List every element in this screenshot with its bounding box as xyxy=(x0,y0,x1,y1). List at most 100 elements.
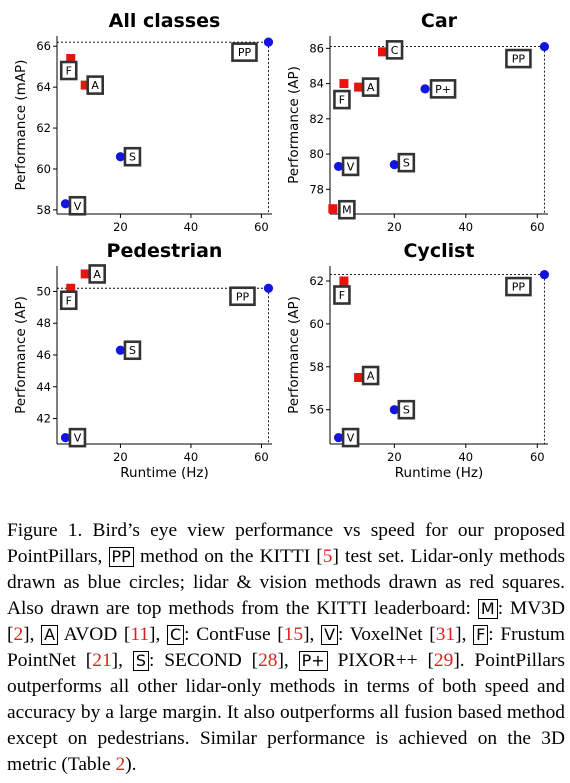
method-label: F xyxy=(339,289,345,302)
table-link[interactable]: 2 xyxy=(115,754,126,775)
method-label-box xyxy=(341,156,360,177)
method-label: A xyxy=(93,268,101,281)
method-label: P+ xyxy=(435,83,451,96)
figure-panels: All classes 20 40 60 58 60 62 64 66 Performance (… xyxy=(13,10,550,481)
caption-text: : ContFuse [ xyxy=(184,624,284,645)
x-tick-label: 20 xyxy=(387,220,402,234)
blue-circle-marker xyxy=(60,199,71,209)
method-label: A xyxy=(91,79,99,92)
method-label-box xyxy=(68,195,87,216)
method-label-box xyxy=(231,42,258,62)
method-label-box xyxy=(59,60,78,81)
caption-text: : MV3D [ xyxy=(7,598,565,645)
method-label-box xyxy=(429,79,457,99)
method-label: PP xyxy=(512,53,526,66)
red-square-marker xyxy=(328,204,338,214)
blue-circle-marker xyxy=(389,160,399,170)
blue-circle-marker xyxy=(420,84,430,94)
blue-circle-marker xyxy=(333,161,344,172)
citation-link[interactable]: 11 xyxy=(130,624,150,645)
citation-link[interactable]: 15 xyxy=(283,624,304,645)
red-square-marker xyxy=(354,82,364,92)
method-label: PP xyxy=(238,46,252,59)
blue-circle-marker xyxy=(389,405,399,415)
method-label-box xyxy=(397,399,416,420)
method-label: C xyxy=(391,44,399,57)
red-square-marker xyxy=(339,79,349,89)
y-tick-label: 84 xyxy=(309,77,324,91)
caption-text: ], xyxy=(455,624,467,645)
v-badge: V xyxy=(321,625,339,645)
method-label-box xyxy=(361,77,380,97)
x-tick-label: 20 xyxy=(113,450,128,464)
c-badge: C xyxy=(167,625,185,645)
method-label: F xyxy=(339,94,345,107)
blue-circle-marker xyxy=(539,269,550,280)
method-label-box xyxy=(333,89,351,110)
red-square-marker xyxy=(378,47,388,57)
citation-link[interactable]: 28 xyxy=(258,650,278,671)
y-tick-label: 82 xyxy=(309,112,324,126)
method-label-box xyxy=(88,264,106,284)
y-tick-label: 46 xyxy=(36,348,51,362)
red-square-marker xyxy=(80,269,90,279)
y-tick-label: 60 xyxy=(36,162,51,176)
y-tick-label: 64 xyxy=(36,80,51,94)
citation-link[interactable]: 2 xyxy=(13,624,24,645)
blue-circle-marker xyxy=(60,433,71,443)
caption-text: : Frustum PointNet [ xyxy=(7,624,565,671)
method-label-box xyxy=(397,152,416,173)
method-label-box xyxy=(86,75,104,95)
method-label-box xyxy=(68,427,87,448)
blue-circle-marker xyxy=(263,283,274,293)
citation-link[interactable]: 21 xyxy=(92,650,112,671)
pplus-badge: P+ xyxy=(298,651,328,671)
method-label-box xyxy=(338,199,356,220)
y-tick-label: 62 xyxy=(36,121,51,135)
citation-link[interactable]: 29 xyxy=(433,650,454,671)
caption-text: ], xyxy=(111,650,123,671)
y-tick-label: 42 xyxy=(36,412,51,426)
method-label: F xyxy=(66,65,72,78)
caption-text: ] test set. Lidar-only methods drawn as … xyxy=(7,546,565,619)
red-square-marker xyxy=(80,80,90,90)
blue-circle-marker xyxy=(115,152,126,162)
caption-text: ], xyxy=(149,624,161,645)
method-label: S xyxy=(129,151,136,164)
citation-link[interactable]: 5 xyxy=(322,546,333,567)
method-label: A xyxy=(367,370,375,383)
caption-text: ], xyxy=(23,624,35,645)
x-axis-label: Runtime (Hz) xyxy=(395,465,483,481)
y-axis-label: Performance (AP) xyxy=(286,296,302,414)
method-label: V xyxy=(74,200,82,213)
blue-circle-marker xyxy=(539,41,550,52)
method-label-box xyxy=(505,276,532,297)
method-label-box xyxy=(59,290,78,311)
method-label-box xyxy=(385,40,404,60)
x-tick-label: 60 xyxy=(254,220,269,234)
method-label-box xyxy=(361,365,380,386)
caption-text: : SECOND [ xyxy=(148,650,259,671)
citation-link[interactable]: 31 xyxy=(435,624,456,645)
y-tick-label: 48 xyxy=(36,316,51,330)
method-label: V xyxy=(74,432,82,445)
caption-text: ]. PointPillars outperforms all other li… xyxy=(7,650,565,775)
method-label: M xyxy=(342,204,352,217)
method-label: S xyxy=(129,344,136,357)
method-label-box xyxy=(333,285,351,305)
method-label: S xyxy=(403,404,410,417)
red-square-marker xyxy=(66,283,76,293)
s-badge: S xyxy=(132,651,149,671)
x-tick-label: 60 xyxy=(530,450,545,464)
y-tick-label: 60 xyxy=(309,317,324,331)
y-axis-label: Performance (AP) xyxy=(13,296,29,414)
caption-text: Figure 1. Bird’s eye view performance vs… xyxy=(7,520,565,567)
x-tick-label: 40 xyxy=(458,220,473,234)
chart-title: Pedestrian xyxy=(107,240,223,262)
caption-text: : VoxelNet [ xyxy=(338,624,436,645)
method-label-box xyxy=(505,48,532,69)
method-label-box xyxy=(341,427,360,448)
method-label-box xyxy=(229,286,256,307)
red-square-marker xyxy=(354,373,364,383)
chart-title: Cyclist xyxy=(403,240,474,262)
